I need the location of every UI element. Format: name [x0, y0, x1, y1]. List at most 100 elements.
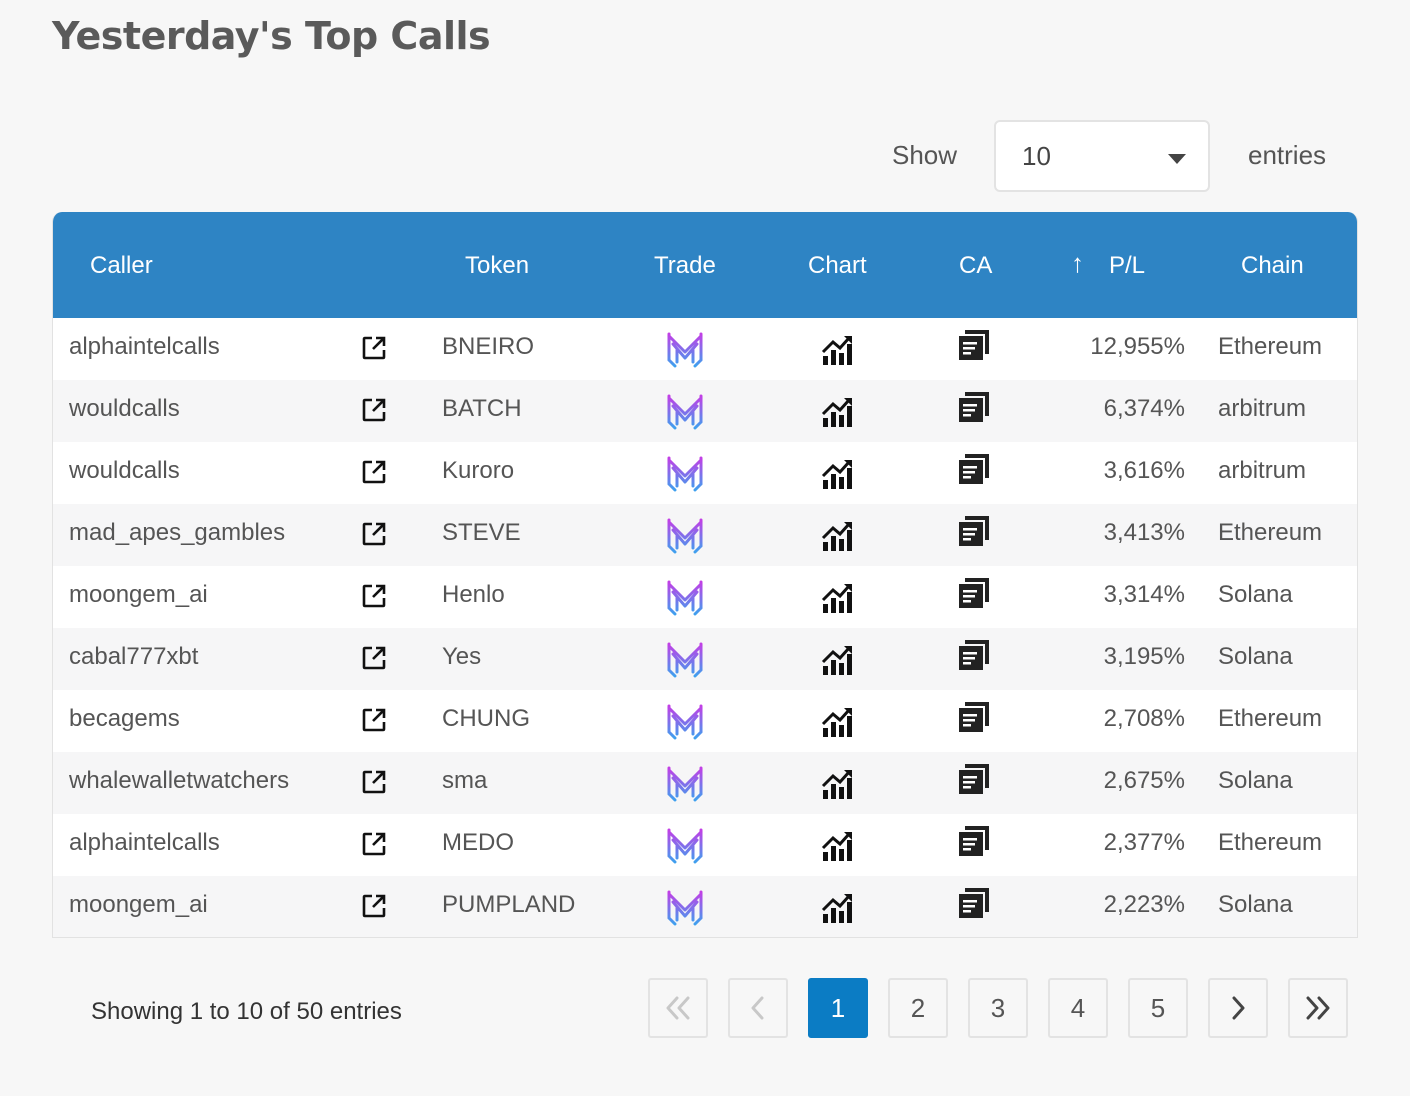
- token-name: STEVE: [442, 519, 521, 546]
- trade-dex-icon[interactable]: [665, 330, 705, 368]
- double-chevron-right-icon: [1306, 996, 1330, 1020]
- pl-value: 2,675%: [1103, 767, 1185, 794]
- header-chain[interactable]: Chain: [1241, 252, 1304, 279]
- external-link-icon[interactable]: [361, 831, 387, 857]
- trade-dex-icon[interactable]: [665, 392, 705, 430]
- external-link-icon[interactable]: [361, 769, 387, 795]
- copy-address-icon[interactable]: [957, 390, 991, 424]
- chart-icon[interactable]: [821, 394, 855, 428]
- caller-name[interactable]: wouldcalls: [69, 457, 180, 484]
- table-row: wouldcalls Kuroro 3,616% arbitrum: [53, 442, 1357, 504]
- header-chart[interactable]: Chart: [808, 252, 867, 279]
- page-button-4[interactable]: 4: [1048, 978, 1108, 1038]
- table-row: alphaintelcalls BNEIRO 12,955% Ethereum: [53, 318, 1357, 380]
- header-token[interactable]: Token: [465, 252, 530, 279]
- entries-per-page-select[interactable]: 10: [994, 120, 1210, 192]
- copy-address-icon[interactable]: [957, 576, 991, 610]
- entries-label: entries: [1248, 140, 1327, 170]
- prev-page-button[interactable]: [728, 978, 788, 1038]
- token-name: Henlo: [442, 581, 505, 608]
- copy-address-icon[interactable]: [957, 886, 991, 920]
- trade-dex-icon[interactable]: [665, 578, 705, 616]
- header-caller[interactable]: Caller: [90, 252, 153, 279]
- copy-address-icon[interactable]: [957, 452, 991, 486]
- double-chevron-left-icon: [666, 996, 690, 1020]
- header-trade[interactable]: Trade: [654, 252, 716, 279]
- trade-dex-icon[interactable]: [665, 702, 705, 740]
- trade-dex-icon[interactable]: [665, 516, 705, 554]
- caller-name[interactable]: cabal777xbt: [69, 643, 199, 670]
- caller-name[interactable]: wouldcalls: [69, 395, 180, 422]
- trade-dex-icon[interactable]: [665, 640, 705, 678]
- next-page-button[interactable]: [1208, 978, 1268, 1038]
- caller-name[interactable]: alphaintelcalls: [69, 333, 220, 360]
- trade-dex-icon[interactable]: [665, 764, 705, 802]
- external-link-icon[interactable]: [361, 459, 387, 485]
- pl-value: 12,955%: [1090, 333, 1185, 360]
- pl-value: 3,413%: [1103, 519, 1185, 546]
- external-link-icon[interactable]: [361, 893, 387, 919]
- trade-dex-icon[interactable]: [665, 454, 705, 492]
- table-row: moongem_ai Henlo 3,314% Solana: [53, 566, 1357, 628]
- external-link-icon[interactable]: [361, 397, 387, 423]
- caller-name[interactable]: moongem_ai: [69, 581, 208, 608]
- caller-name[interactable]: whalewalletwatchers: [69, 767, 290, 794]
- chart-icon[interactable]: [821, 890, 855, 924]
- chain-name: Solana: [1218, 891, 1293, 918]
- page-title: Yesterday's Top Calls: [52, 14, 491, 58]
- pl-value: 2,223%: [1103, 891, 1185, 918]
- caller-name[interactable]: alphaintelcalls: [69, 829, 220, 856]
- header-ca[interactable]: CA: [959, 252, 993, 279]
- token-name: PUMPLAND: [442, 891, 576, 918]
- caret-down-icon: [1168, 154, 1186, 164]
- table-row: cabal777xbt Yes 3,195% Solana: [53, 628, 1357, 690]
- chart-icon[interactable]: [821, 580, 855, 614]
- token-name: MEDO: [442, 829, 514, 856]
- token-name: Kuroro: [442, 457, 515, 484]
- trade-dex-icon[interactable]: [665, 826, 705, 864]
- entries-per-page-value: 10: [1022, 140, 1051, 171]
- copy-address-icon[interactable]: [957, 514, 991, 548]
- sort-asc-icon[interactable]: ↑: [1071, 248, 1084, 278]
- copy-address-icon[interactable]: [957, 638, 991, 672]
- pl-value: 3,314%: [1103, 581, 1185, 608]
- external-link-icon[interactable]: [361, 521, 387, 547]
- page-button-5[interactable]: 5: [1128, 978, 1188, 1038]
- copy-address-icon[interactable]: [957, 762, 991, 796]
- top-calls-table: Caller Token Trade Chart CA ↑ P/L Chain …: [52, 212, 1358, 938]
- external-link-icon[interactable]: [361, 335, 387, 361]
- copy-address-icon[interactable]: [957, 824, 991, 858]
- page-button-2[interactable]: 2: [888, 978, 948, 1038]
- trade-dex-icon[interactable]: [665, 888, 705, 926]
- chart-icon[interactable]: [821, 518, 855, 552]
- external-link-icon[interactable]: [361, 583, 387, 609]
- chart-icon[interactable]: [821, 642, 855, 676]
- chart-icon[interactable]: [821, 456, 855, 490]
- copy-address-icon[interactable]: [957, 328, 991, 362]
- page-button-1[interactable]: 1: [808, 978, 868, 1038]
- caller-name[interactable]: moongem_ai: [69, 891, 208, 918]
- chain-name: Solana: [1218, 643, 1293, 670]
- chart-icon[interactable]: [821, 704, 855, 738]
- chart-icon[interactable]: [821, 828, 855, 862]
- token-name: sma: [442, 767, 488, 794]
- table-body: alphaintelcalls BNEIRO 12,955% Ethereum woul…: [53, 318, 1357, 937]
- header-pl[interactable]: P/L: [1109, 252, 1146, 279]
- copy-address-icon[interactable]: [957, 700, 991, 734]
- chain-name: arbitrum: [1218, 457, 1307, 484]
- external-link-icon[interactable]: [361, 645, 387, 671]
- chart-icon[interactable]: [821, 332, 855, 366]
- external-link-icon[interactable]: [361, 707, 387, 733]
- show-label: Show: [892, 140, 958, 170]
- table-header: Caller Token Trade Chart CA ↑ P/L Chain: [53, 212, 1357, 318]
- caller-name[interactable]: mad_apes_gambles: [69, 519, 286, 546]
- last-page-button[interactable]: [1288, 978, 1348, 1038]
- page-button-3[interactable]: 3: [968, 978, 1028, 1038]
- first-page-button[interactable]: [648, 978, 708, 1038]
- chart-icon[interactable]: [821, 766, 855, 800]
- caller-name[interactable]: becagems: [69, 705, 180, 732]
- chain-name: Solana: [1218, 581, 1293, 608]
- pl-value: 3,195%: [1103, 643, 1185, 670]
- chain-name: arbitrum: [1218, 395, 1307, 422]
- table-row: alphaintelcalls MEDO 2,377% Ethereum: [53, 814, 1357, 876]
